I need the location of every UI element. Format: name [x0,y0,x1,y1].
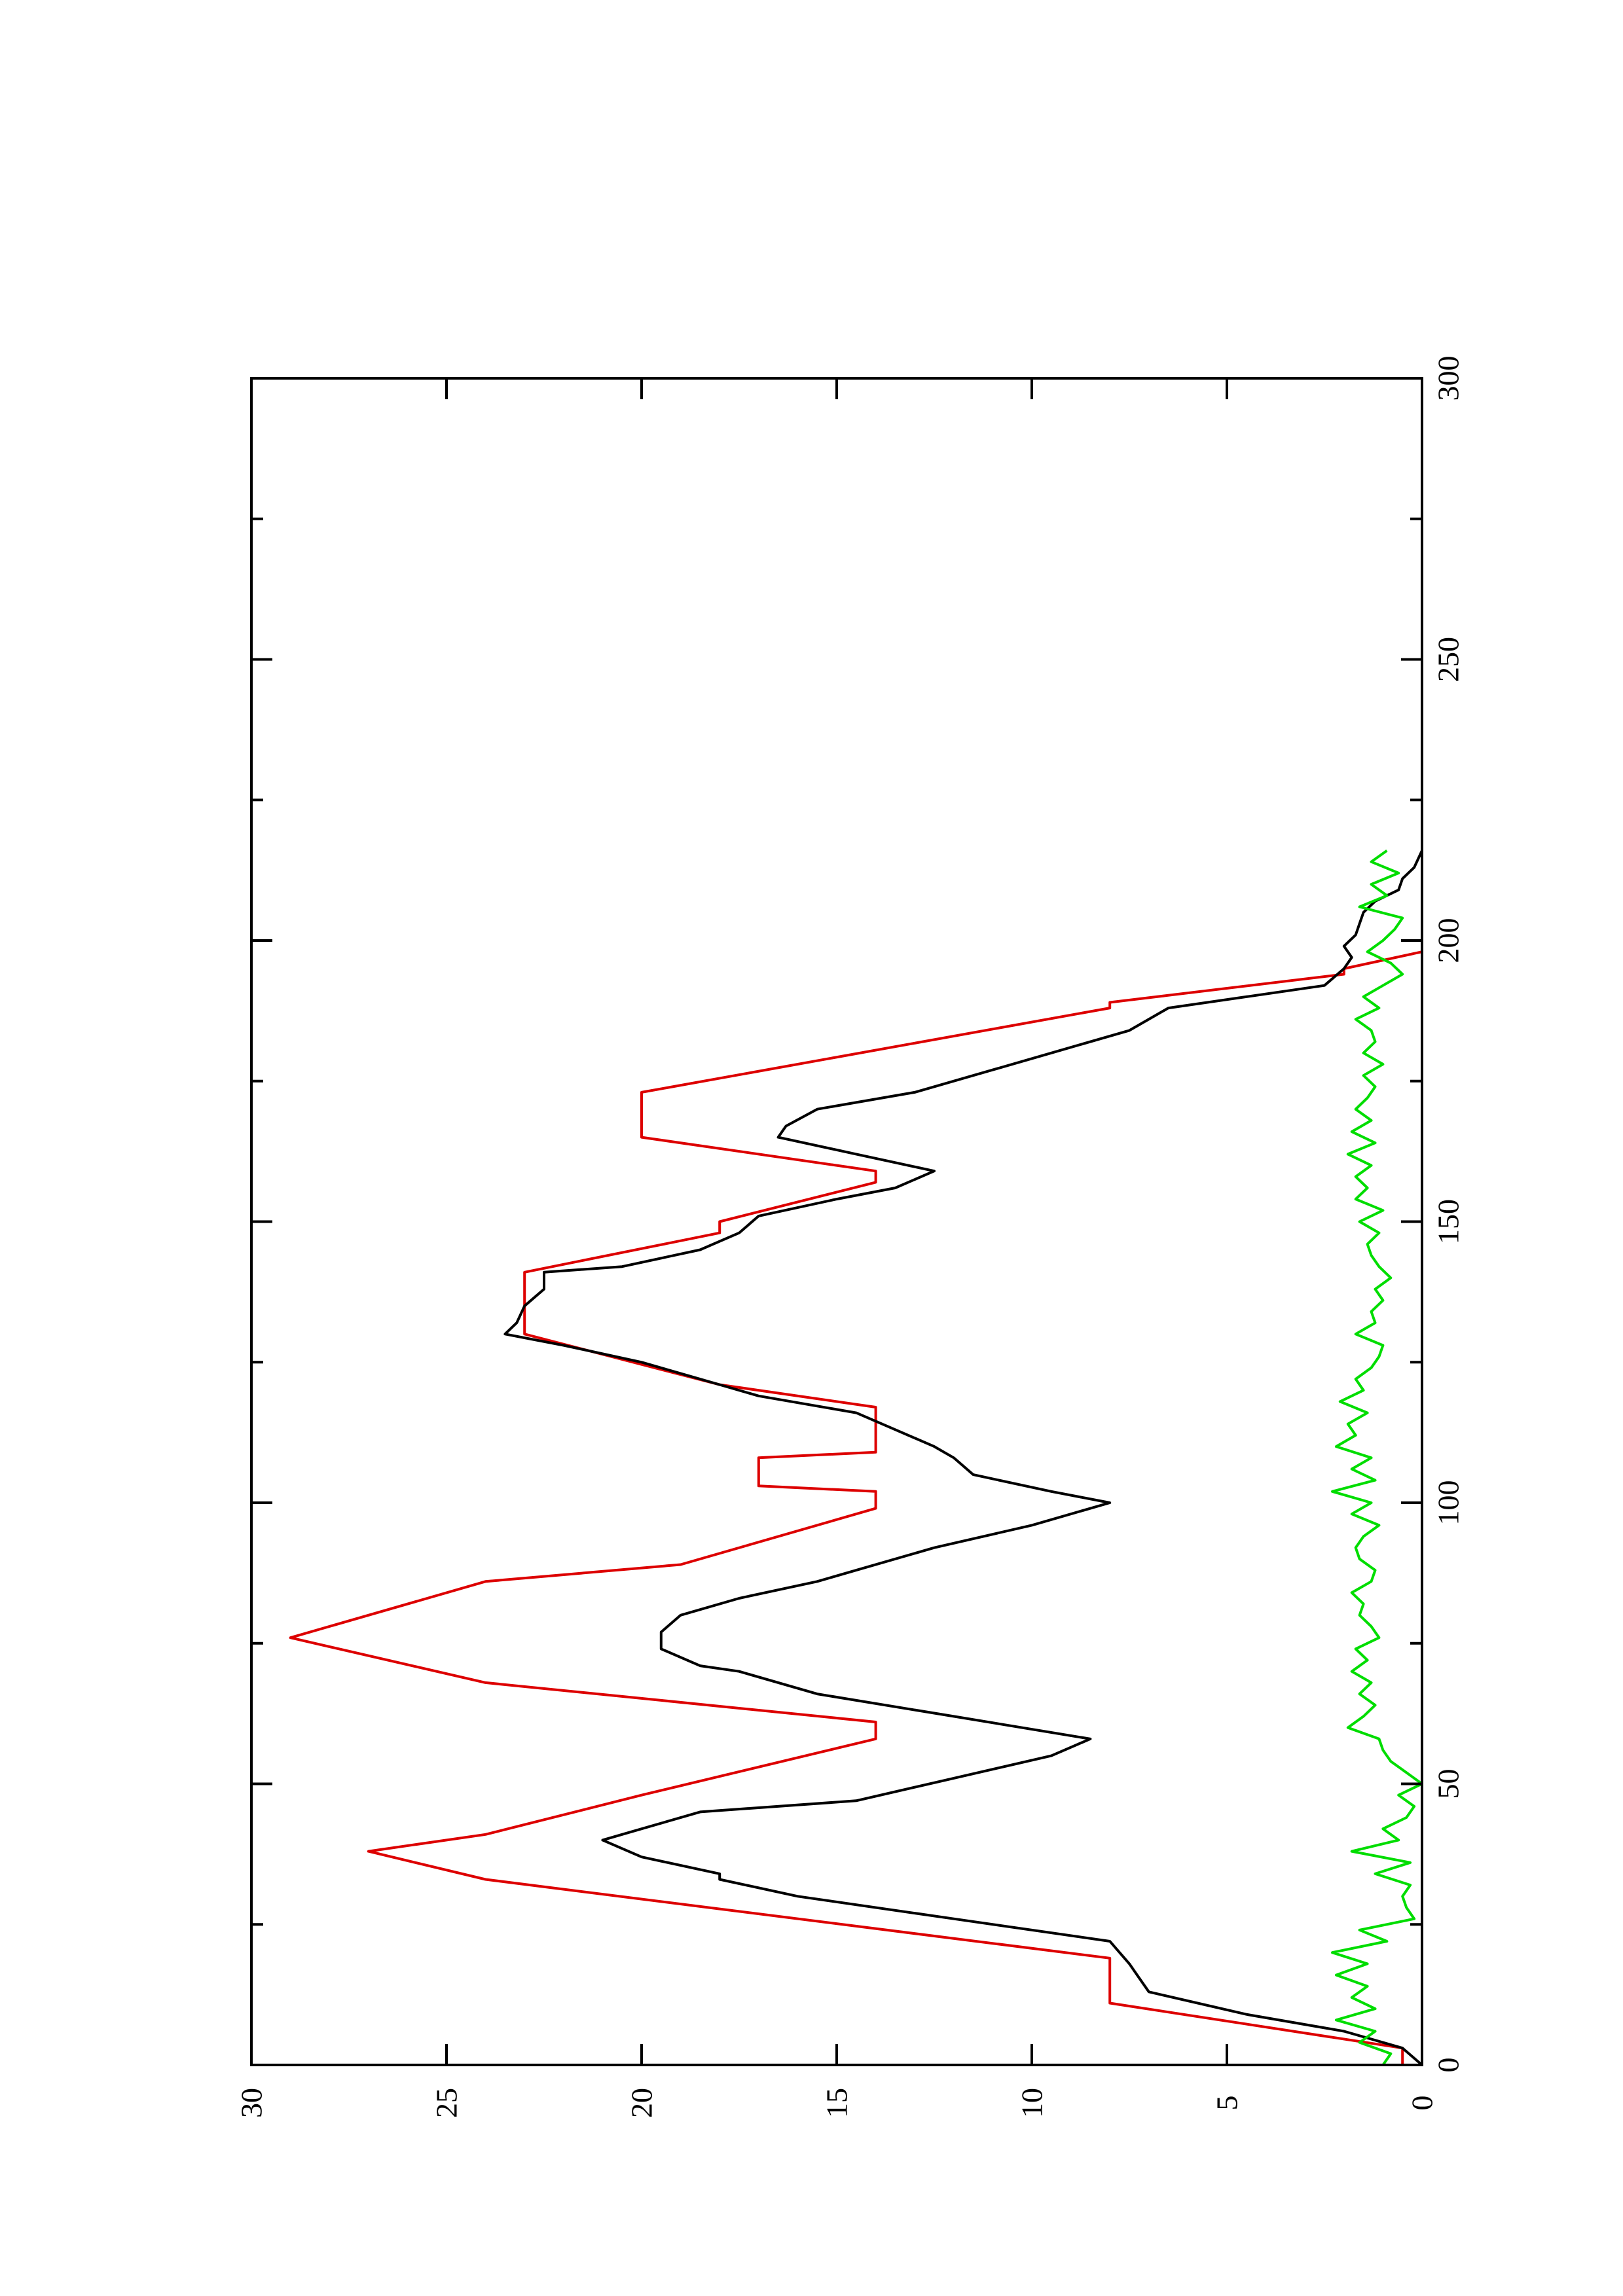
y-tick-label: 25 [430,2088,464,2118]
series-layer [289,849,1423,2066]
y-tick-label: 10 [1015,2088,1049,2118]
series-line-3 [1330,849,1423,2066]
x-tick-label: 50 [1432,1769,1465,1799]
x-tick-label: 300 [1432,356,1465,401]
series-line-2 [503,850,1423,2066]
y-tick-label: 15 [820,2088,854,2118]
ticks-layer [250,377,1423,2066]
labels-layer: 0 50 100 150 200 250 300 0 5 10 15 20 25 30 [235,356,1465,2119]
plot-frame [250,377,1423,2066]
y-tick-label: 30 [235,2088,268,2118]
x-tick-label: 250 [1432,637,1465,682]
y-tick-label: 0 [1406,2096,1439,2111]
x-tick-label: 0 [1432,2058,1465,2073]
y-tick-label: 20 [625,2088,659,2118]
x-tick-label: 200 [1432,918,1465,963]
x-tick-label: 150 [1432,1199,1465,1244]
y-tick-label: 5 [1211,2096,1244,2111]
series-line-1 [289,950,1423,2065]
x-tick-label: 100 [1432,1480,1465,1526]
